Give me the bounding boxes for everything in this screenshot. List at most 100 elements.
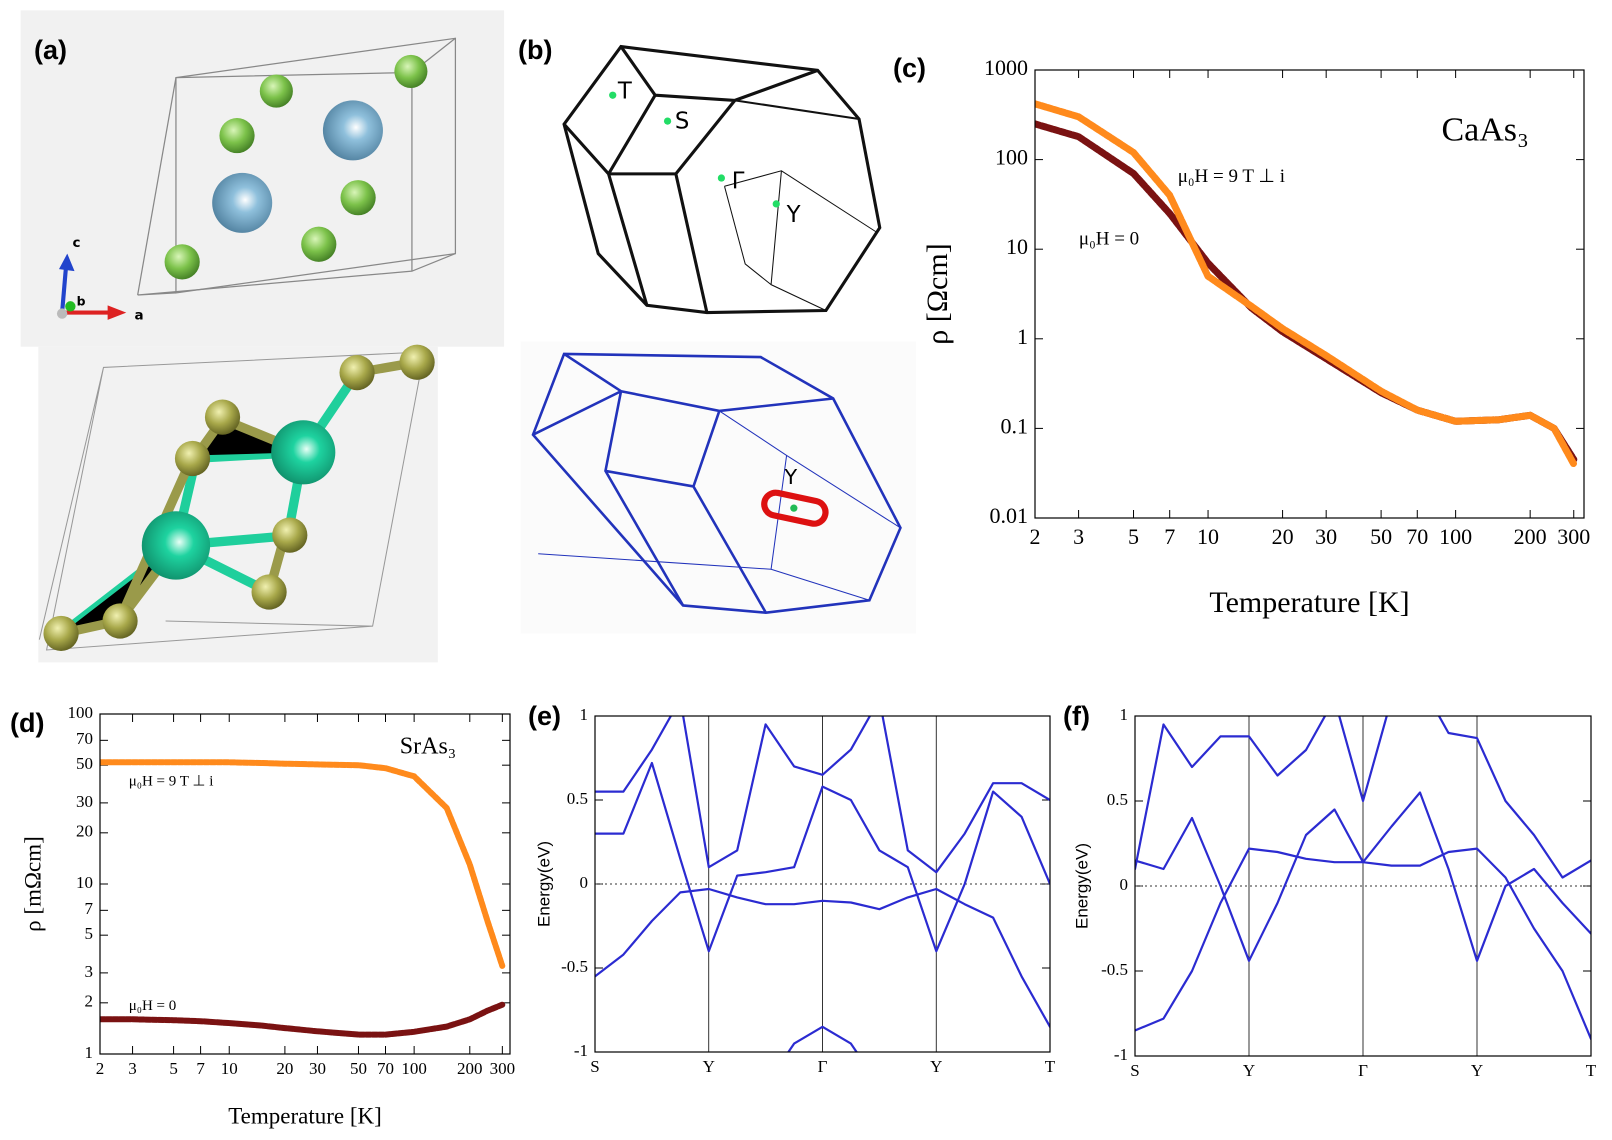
k-point <box>717 174 726 182</box>
panel-label: (f) <box>1063 701 1090 731</box>
unit-cell <box>38 351 425 651</box>
series-line <box>100 759 506 969</box>
x-tick-label: S <box>590 1057 599 1076</box>
series-line <box>595 761 1050 953</box>
y-tick-label: 1 <box>1120 705 1129 724</box>
series-line <box>1135 791 1591 962</box>
illustrations: c b a T S Γ Y <box>20 10 916 663</box>
x-tick-label: 7 <box>196 1059 205 1078</box>
y-tick-label: 0.5 <box>1107 790 1128 809</box>
x-tick-label: 3 <box>1073 524 1084 549</box>
unit-cell <box>137 37 457 296</box>
series-label: μ₀H = 9 T ⊥ i <box>129 773 214 789</box>
axis-label: c <box>72 236 80 251</box>
series-label: μ₀H = 0 <box>129 998 177 1014</box>
panel-label: (a) <box>34 35 67 65</box>
x-tick-label: 100 <box>1439 524 1472 549</box>
panel-a-top-bg <box>20 10 505 347</box>
y-tick-label: 1 <box>85 1043 94 1062</box>
x-tick-label: 70 <box>377 1059 394 1078</box>
x-tick-label: 100 <box>401 1059 427 1078</box>
k-point <box>609 91 617 99</box>
y-tick-label: 0.01 <box>990 503 1029 528</box>
plot-frame <box>1134 715 1592 1057</box>
y-tick-label: 50 <box>76 754 93 773</box>
plot-frame <box>594 715 1051 1053</box>
axis-triad <box>56 253 127 320</box>
y-tick-label: 2 <box>85 992 94 1011</box>
x-tick-label: 20 <box>1272 524 1294 549</box>
series-line <box>1035 100 1578 468</box>
y-tick-label: 1000 <box>984 55 1028 80</box>
y-tick-label: 0.1 <box>1001 413 1029 438</box>
y-tick-label: 100 <box>68 703 94 722</box>
y-tick-label: 7 <box>85 899 94 918</box>
x-tick-label: Y <box>703 1057 715 1076</box>
y-tick-label: 20 <box>76 822 93 841</box>
series-label: μ₀H = 0 <box>1079 229 1139 250</box>
brillouin-zone-fs <box>531 352 902 615</box>
y-tick-label: -0.5 <box>561 957 588 976</box>
x-tick-label: 50 <box>350 1059 367 1078</box>
x-tick-label: T <box>1045 1057 1056 1076</box>
y-axis-label: Energy(eV) <box>534 841 553 927</box>
series-label: μ₀H = 9 T ⊥ i <box>1178 166 1285 187</box>
x-tick-label: Y <box>1471 1061 1483 1080</box>
y-tick-label: 1 <box>1017 324 1028 349</box>
annotation: CaAs₃ <box>1441 112 1528 149</box>
x-tick-label: 2 <box>1030 524 1041 549</box>
series-line <box>1035 120 1578 463</box>
k-label: S <box>675 109 689 135</box>
y-tick-label: 10 <box>1006 234 1028 259</box>
x-tick-label: Y <box>930 1057 942 1076</box>
y-axis-label: ρ [Ωcm] <box>921 243 954 344</box>
plot-frame <box>99 713 511 1055</box>
k-label: Γ <box>732 169 745 195</box>
atoms-bottom <box>43 344 435 652</box>
panel-label: (c) <box>893 53 926 83</box>
k-label: Y <box>784 465 798 489</box>
y-tick-label: -0.5 <box>1101 960 1128 979</box>
y-tick-label: 5 <box>85 924 94 943</box>
x-tick-label: Γ <box>1358 1061 1368 1080</box>
x-tick-label: 200 <box>1514 524 1547 549</box>
x-tick-label: 2 <box>96 1059 105 1078</box>
x-tick-label: 5 <box>1128 524 1139 549</box>
y-tick-label: -1 <box>574 1041 588 1060</box>
k-label: Y <box>786 202 801 228</box>
series-line <box>100 1001 506 1038</box>
series-line <box>787 1025 858 1052</box>
x-axis-label: Temperature [K] <box>1209 586 1409 619</box>
series-line <box>595 887 1050 1028</box>
x-tick-label: 10 <box>1197 524 1219 549</box>
axis-label: a <box>135 309 144 324</box>
x-tick-label: 30 <box>1315 524 1337 549</box>
y-tick-label: 100 <box>995 145 1028 170</box>
k-label: T <box>617 79 632 105</box>
x-tick-label: 50 <box>1370 524 1392 549</box>
panel-label: (d) <box>10 708 44 738</box>
y-tick-label: -1 <box>1114 1045 1128 1064</box>
panel-label: (b) <box>518 35 552 65</box>
x-tick-label: 30 <box>309 1059 326 1078</box>
x-tick-label: 200 <box>457 1059 483 1078</box>
y-axis-label: ρ [mΩcm] <box>20 836 45 932</box>
x-tick-label: Y <box>1243 1061 1255 1080</box>
y-tick-label: 10 <box>76 873 93 892</box>
x-tick-label: 10 <box>221 1059 238 1078</box>
x-tick-label: 300 <box>1557 524 1590 549</box>
y-tick-label: 1 <box>580 705 589 724</box>
axis-label: b <box>77 294 86 309</box>
plot-frame <box>1034 69 1585 519</box>
y-tick-label: 0 <box>580 873 589 892</box>
series-line <box>595 716 1050 874</box>
series-line <box>1135 716 1591 879</box>
x-tick-label: S <box>1130 1061 1139 1080</box>
brillouin-zone <box>562 44 882 315</box>
x-axis-label: Temperature [K] <box>228 1103 382 1128</box>
panel-label: (e) <box>528 701 561 731</box>
annotation: SrAs₃ <box>400 734 456 760</box>
y-tick-label: 30 <box>76 792 93 811</box>
k-point <box>663 117 672 125</box>
y-tick-label: 0.5 <box>567 789 588 808</box>
